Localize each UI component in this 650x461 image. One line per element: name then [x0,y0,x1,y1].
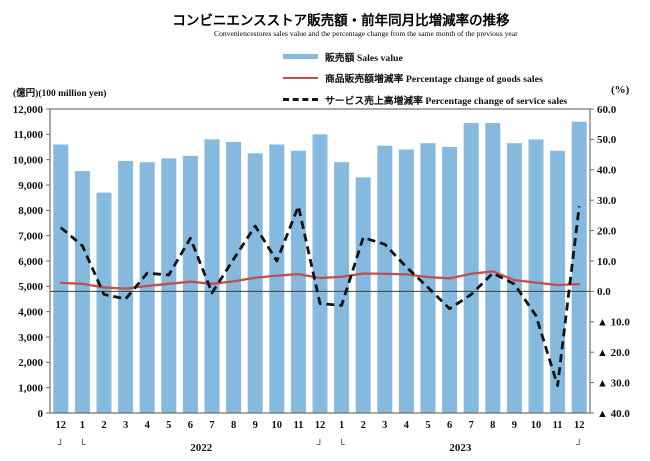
sales-bar [74,171,90,413]
sales-bar [53,144,69,413]
x-axis-month-label: 2 [361,420,366,431]
sales-bar [182,155,198,413]
x-axis-month-label: 10 [531,420,542,431]
x-axis-month-label: 9 [512,420,517,431]
sales-bar [312,134,328,414]
left-axis-tick-label: 0 [38,408,44,420]
x-axis-month-label: 4 [404,420,410,431]
sales-bar [118,160,134,413]
chart-title: コンビニエンスストア販売額・前年同月比増減率の推移 [172,13,510,28]
right-axis-tick-label: 30.0 [597,195,617,207]
right-axis-tick-label: 60.0 [597,104,617,116]
legend-item-goods-change: 商品販売額増減率 Percentage change of goods sale… [283,72,567,85]
sales-bar [334,162,350,413]
left-axis-tick-label: 2,000 [18,357,43,369]
left-axis-tick-label: 12,000 [13,104,44,116]
sales-bar [269,144,285,413]
sales-bar [485,122,501,413]
right-axis-tick-label: 20.0 [597,225,617,237]
right-axis-tick-label: ▲ 20.0 [597,347,630,359]
x-axis-month-label: 7 [209,420,214,431]
left-axis-tick-label: 10,000 [13,154,44,166]
right-axis-tick-label: ▲ 30.0 [597,377,630,389]
service-change-line [59,204,581,388]
x-axis-month-label: 12 [574,420,585,431]
sales-bar [247,153,263,414]
x-axis-year-bracket: ┘ [317,438,323,449]
x-axis-month-label: 4 [145,420,151,431]
x-axis-month-label: 12 [315,420,326,431]
left-axis-tick-label: 11,000 [13,129,43,141]
right-axis-tick-label: 50.0 [597,134,617,146]
sales-bar [96,192,112,413]
left-axis-tick-label: 6,000 [18,256,43,268]
sales-bar [290,150,306,414]
x-axis-month-label: 1 [339,420,344,431]
legend-swatch-goods-change [283,76,318,80]
right-axis-tick-label: ▲ 40.0 [597,408,630,420]
x-axis-year-label: 2022 [190,442,213,454]
sales-bar [442,147,458,413]
sales-bar [226,141,242,413]
right-axis-tick-label: 10.0 [597,256,617,268]
sales-bar [528,139,544,413]
x-axis-month-label: 8 [231,420,236,431]
sales-bar [355,177,371,413]
chart-subtitle: Conveniencestores sales value and the pe… [214,29,518,38]
sales-bar [377,145,393,413]
left-axis-tick-label: 7,000 [18,230,43,242]
x-axis-month-label: 7 [469,420,474,431]
legend: 販売額 Sales value 商品販売額増減率 Percentage chan… [283,50,567,115]
left-axis-unit: (億円)(100 million yen) [13,89,107,99]
sales-bar [550,150,566,414]
x-axis-month-label: 10 [272,420,283,431]
x-axis-month-label: 1 [80,420,85,431]
x-axis-month-label: 3 [382,420,387,431]
x-axis-year-bracket: ┘ [576,438,582,449]
left-axis-tick-label: 3,000 [18,332,43,344]
right-axis-tick-label: 0.0 [597,286,611,298]
left-axis-tick-label: 9,000 [18,180,43,192]
right-axis-tick-label: 40.0 [597,165,617,177]
x-axis-month-label: 8 [490,420,495,431]
x-axis-year-bracket: ┘ [58,438,64,449]
x-axis-month-label: 6 [188,420,193,431]
x-axis-month-label: 12 [56,420,67,431]
left-axis-tick-label: 8,000 [18,205,43,217]
x-axis-year-bracket: └ [79,438,86,449]
sales-bar [398,149,414,414]
goods-change-line [59,270,581,290]
sales-bar [161,158,177,413]
x-axis-month-label: 5 [425,420,430,431]
legend-item-sales-value: 販売額 Sales value [283,50,567,64]
x-axis-month-label: 3 [123,420,128,431]
sales-bar [463,122,479,413]
sales-bar [204,139,220,413]
legend-label-service-change: サービス売上高増減率 Percentage change of service … [325,95,568,107]
x-axis-month-label: 11 [293,420,303,431]
sales-bar [139,162,155,413]
legend-swatch-sales-value [283,54,318,59]
legend-label-goods-change: 商品販売額増減率 Percentage change of goods sale… [325,74,543,85]
x-axis-month-label: 2 [101,420,106,431]
legend-label-sales-value: 販売額 Sales value [325,52,403,64]
legend-item-service-change: サービス売上高増減率 Percentage change of service … [283,93,568,107]
sales-bar [571,121,587,414]
left-axis-tick-label: 4,000 [18,306,43,318]
sales-bar [506,143,522,413]
right-axis-unit: (%) [611,84,630,96]
left-axis-tick-label: 5,000 [18,281,43,293]
x-axis-year-bracket: └ [338,438,345,449]
x-axis-month-label: 9 [253,420,258,431]
legend-swatch-service-change [283,98,318,101]
x-axis-month-label: 11 [553,420,563,431]
x-axis-month-label: 5 [166,420,171,431]
x-axis-month-label: 6 [447,420,452,431]
x-axis-year-label: 2023 [449,442,472,454]
right-axis-tick-label: ▲ 10.0 [597,317,630,329]
left-axis-tick-label: 1,000 [18,382,43,394]
